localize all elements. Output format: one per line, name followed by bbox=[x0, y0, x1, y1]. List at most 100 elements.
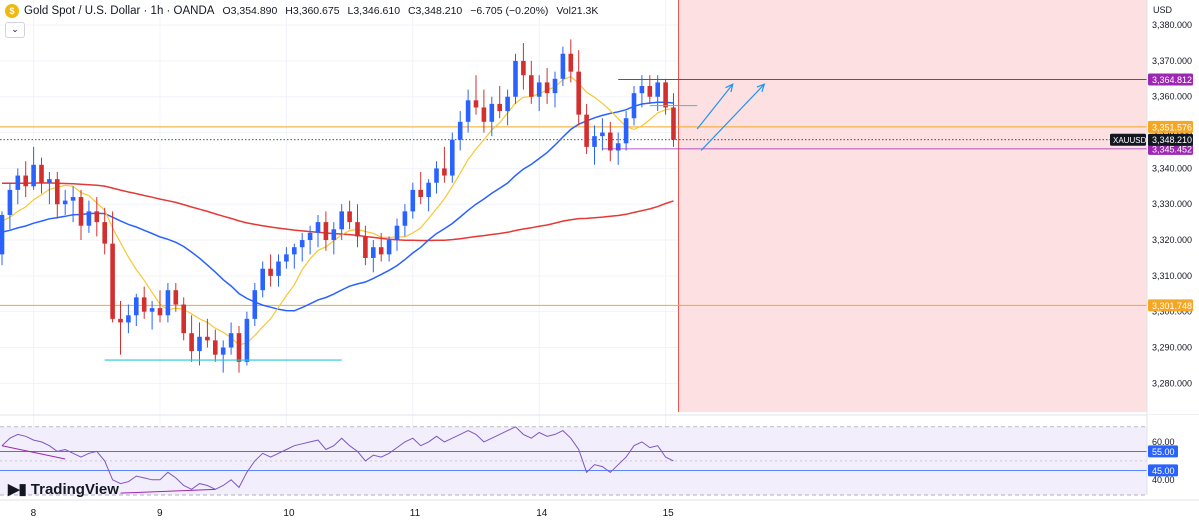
candle-body bbox=[39, 164, 44, 183]
low-value: L3,346.610 bbox=[347, 5, 401, 17]
symbol-title[interactable]: Gold Spot / U.S. Dollar · 1h · OANDA bbox=[24, 5, 215, 17]
candle-body bbox=[213, 340, 218, 355]
candle-body bbox=[78, 197, 84, 226]
candle-body bbox=[584, 114, 589, 147]
candle-body bbox=[157, 308, 163, 316]
candle-body bbox=[197, 336, 202, 352]
price-tick-label: 3,380.000 bbox=[1152, 20, 1192, 30]
time-tick-label: 11 bbox=[410, 508, 421, 519]
candle-body bbox=[70, 197, 76, 201]
price-tick-label: 3,310.000 bbox=[1152, 271, 1192, 281]
candle-body bbox=[655, 82, 660, 97]
price-label-box bbox=[1148, 299, 1193, 312]
rsi-band-label: 45.00 bbox=[1152, 466, 1175, 476]
candle-body bbox=[426, 182, 431, 198]
candle-body bbox=[141, 297, 147, 312]
ma-slow-line bbox=[1, 182, 674, 242]
chart-header: $ Gold Spot / U.S. Dollar · 1h · OANDA O… bbox=[0, 0, 603, 22]
price-axis bbox=[1147, 0, 1199, 412]
candle-body bbox=[363, 236, 368, 258]
volume-value: Vol21.3K bbox=[556, 5, 599, 17]
candle-body bbox=[228, 333, 234, 348]
price-tick-label: 3,360.000 bbox=[1152, 92, 1192, 102]
candle-body bbox=[465, 100, 471, 122]
candle-body bbox=[505, 96, 510, 112]
candle-body bbox=[331, 229, 337, 241]
candle-body bbox=[220, 347, 226, 355]
price-label-text: 3,364.812 bbox=[1152, 75, 1192, 85]
future-zone bbox=[678, 0, 1147, 412]
candle-body bbox=[355, 222, 360, 237]
price-tick-label: 3,330.000 bbox=[1152, 199, 1192, 209]
rsi-tick-label: 60.00 bbox=[1152, 437, 1175, 447]
candle-body bbox=[252, 290, 258, 319]
candle-body bbox=[62, 200, 68, 205]
price-tick-label: 3,280.000 bbox=[1152, 378, 1192, 388]
time-tick-label: 8 bbox=[31, 508, 37, 519]
rsi-band-label-box bbox=[1148, 464, 1178, 477]
candle-body bbox=[576, 71, 581, 115]
candle-body bbox=[481, 107, 487, 122]
candle-body bbox=[7, 189, 13, 215]
rsi-tick-label: 40.00 bbox=[1152, 475, 1175, 485]
time-tick-label: 14 bbox=[536, 508, 548, 519]
candle-body bbox=[31, 164, 36, 187]
candle-body bbox=[513, 60, 518, 97]
rsi-band-label: 55.00 bbox=[1152, 447, 1175, 457]
candle-body bbox=[244, 318, 250, 362]
time-tick-label: 9 bbox=[157, 508, 163, 519]
high-value: H3,360.675 bbox=[285, 5, 340, 17]
tradingview-wordmark: TradingView bbox=[30, 480, 119, 498]
candle-body bbox=[378, 247, 384, 255]
candle-body bbox=[402, 211, 408, 226]
price-label-text: 3,351.576 bbox=[1152, 122, 1192, 132]
candle-body bbox=[110, 243, 115, 319]
candle-body bbox=[450, 139, 455, 176]
candle-body bbox=[473, 100, 479, 108]
currency-label: USD bbox=[1153, 5, 1173, 15]
tradingview-logo: ▶▮ TradingView bbox=[8, 480, 119, 499]
last-price-text: 3,348.210 bbox=[1152, 135, 1192, 145]
candle-body bbox=[165, 290, 171, 316]
candle-body bbox=[284, 254, 289, 262]
candle-body bbox=[23, 175, 28, 187]
candle-body bbox=[292, 247, 297, 255]
price-tick-label: 3,290.000 bbox=[1152, 343, 1192, 353]
rsi-trend-line bbox=[1, 445, 66, 460]
candle-body bbox=[268, 268, 273, 276]
candle-body bbox=[560, 53, 566, 79]
candle-body bbox=[529, 75, 534, 97]
rsi-line bbox=[1, 426, 674, 490]
candle-body bbox=[260, 268, 265, 291]
projection-arrow-1-head bbox=[725, 83, 734, 93]
candle-body bbox=[600, 132, 605, 137]
candle-body bbox=[671, 107, 676, 140]
candle-body bbox=[394, 225, 400, 241]
price-label-box bbox=[1148, 142, 1193, 155]
candle-body bbox=[497, 103, 502, 112]
candle-body bbox=[552, 78, 558, 94]
price-tick-label: 3,300.000 bbox=[1152, 307, 1192, 317]
symbol-tag-text: XAUUSD bbox=[1113, 136, 1147, 145]
projection-arrow-2-head bbox=[756, 83, 766, 92]
candle-body bbox=[55, 179, 60, 205]
price-tick-label: 3,370.000 bbox=[1152, 56, 1192, 66]
change-value: −6.705 (−0.20%) bbox=[470, 5, 549, 17]
candle-body bbox=[86, 211, 92, 226]
candle-body bbox=[339, 211, 344, 230]
close-value: C3,348.210 bbox=[407, 5, 463, 17]
time-tick-label: 15 bbox=[663, 508, 675, 519]
candle-body bbox=[323, 222, 329, 241]
candle-body bbox=[94, 211, 100, 223]
candle-body bbox=[299, 240, 305, 248]
chevron-down-icon[interactable]: ⌄ bbox=[5, 22, 25, 38]
ma-fast-line bbox=[1, 75, 674, 346]
candle-body bbox=[205, 336, 210, 341]
candle-body bbox=[47, 179, 52, 183]
candle-body bbox=[608, 132, 613, 151]
candle-body bbox=[521, 60, 526, 76]
projection-arrow-2 bbox=[700, 83, 765, 151]
candle-body bbox=[592, 136, 597, 147]
candle-body bbox=[118, 318, 123, 323]
